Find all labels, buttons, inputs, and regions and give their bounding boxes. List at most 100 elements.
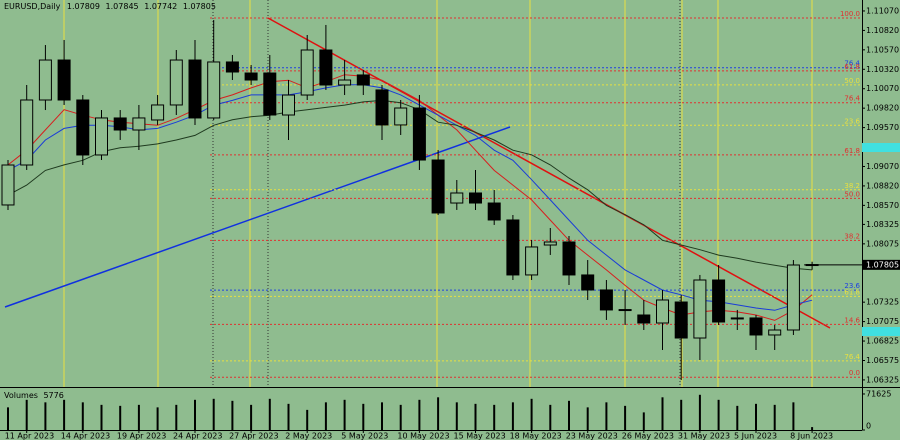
level-label: 14.6 bbox=[844, 316, 860, 324]
volume-tick-label: 0 bbox=[866, 422, 871, 431]
candle-body-up bbox=[693, 279, 707, 339]
trend-line bbox=[267, 17, 831, 329]
y-tick-label: 1.08325 bbox=[866, 220, 899, 229]
candle-body-down bbox=[356, 74, 370, 86]
level-label: 38.2 bbox=[844, 182, 860, 190]
x-tick-label: 11 Apr 2023 bbox=[5, 432, 54, 440]
candle-body-down bbox=[730, 317, 744, 320]
candle-body-down bbox=[113, 117, 127, 131]
candle-body-up bbox=[394, 107, 408, 126]
level-label: 61.8 bbox=[844, 288, 860, 296]
candle-body-down bbox=[712, 279, 726, 323]
x-tick-label: 10 May 2023 bbox=[397, 432, 449, 440]
x-tick-label: 26 May 2023 bbox=[622, 432, 674, 440]
header-low: 1.07742 bbox=[144, 2, 177, 11]
x-tick-label: 15 May 2023 bbox=[454, 432, 506, 440]
volume-last: 5776 bbox=[43, 391, 63, 400]
candle-body-up bbox=[338, 79, 352, 86]
x-tick-label: 31 May 2023 bbox=[678, 432, 730, 440]
x-tick-label: 2 May 2023 bbox=[285, 432, 332, 440]
x-tick-label: 24 Apr 2023 bbox=[173, 432, 222, 440]
y-tick-label: 1.09570 bbox=[866, 123, 899, 132]
candle-body-down bbox=[412, 107, 426, 161]
candle-body-down bbox=[469, 192, 482, 204]
level-label: 76.4 bbox=[844, 353, 860, 361]
y-tick-label: 1.10070 bbox=[866, 84, 899, 93]
axis-marker bbox=[862, 327, 900, 336]
x-tick-label: 8 Jun 2023 bbox=[790, 432, 833, 440]
candle-body-up bbox=[450, 192, 464, 204]
indicator-line bbox=[7, 99, 813, 271]
y-tick-label: 1.09820 bbox=[866, 104, 899, 113]
x-tick-label: 19 Apr 2023 bbox=[117, 432, 166, 440]
candle-body-up bbox=[151, 104, 165, 121]
candle-body-up bbox=[300, 49, 314, 96]
candle-body-up bbox=[169, 59, 183, 106]
candle-body-down bbox=[581, 274, 595, 291]
level-label: 50.0 bbox=[844, 190, 860, 198]
candle-body-down bbox=[599, 289, 613, 311]
candle-body-down bbox=[57, 59, 71, 101]
level-label: 50.0 bbox=[844, 77, 860, 85]
y-tick-label: 1.06575 bbox=[866, 356, 899, 365]
axis-marker bbox=[862, 143, 900, 152]
y-tick-label: 1.07325 bbox=[866, 298, 899, 307]
candle-body-down bbox=[263, 72, 277, 116]
candle-body-up bbox=[543, 241, 557, 246]
y-tick-label: 1.10570 bbox=[866, 45, 899, 54]
candle-body-down bbox=[506, 219, 520, 276]
y-tick-label: 1.09070 bbox=[866, 162, 899, 171]
header-open: 1.07809 bbox=[67, 2, 100, 11]
candle-body-down bbox=[319, 49, 333, 86]
candle-body-down bbox=[76, 99, 90, 156]
symbol: EURUSD,Daily bbox=[4, 2, 61, 11]
candle-body-down bbox=[637, 314, 651, 324]
layout bbox=[0, 0, 900, 431]
level-label: 23.6 bbox=[844, 117, 860, 125]
candle-body-down bbox=[487, 202, 501, 221]
x-tick-label: 27 Apr 2023 bbox=[229, 432, 278, 440]
y-tick-label: 1.07075 bbox=[866, 317, 899, 326]
volume-tick-label: 71625 bbox=[866, 389, 891, 398]
level-label: 38.2 bbox=[844, 232, 860, 240]
candle-body-up bbox=[282, 94, 295, 116]
y-tick-label: 1.08075 bbox=[866, 239, 899, 248]
vertical-lines bbox=[63, 0, 813, 387]
x-tick-label: 5 Jun 2023 bbox=[734, 432, 777, 440]
y-tick-label: 1.06825 bbox=[866, 337, 899, 346]
candle-body-up bbox=[786, 264, 800, 331]
x-tick-label: 5 May 2023 bbox=[341, 432, 388, 440]
x-tick-label: 14 Apr 2023 bbox=[61, 432, 110, 440]
x-tick-label: 18 May 2023 bbox=[510, 432, 562, 440]
candle-body-up bbox=[207, 61, 221, 119]
level-label: 23.6 bbox=[844, 282, 860, 290]
candle-body-up bbox=[525, 246, 539, 276]
candle-body-up bbox=[768, 329, 782, 336]
y-tick-label: 1.10820 bbox=[866, 26, 899, 35]
level-label: 0.0 bbox=[849, 369, 860, 377]
candle-body-up bbox=[1, 164, 15, 206]
chart-header: EURUSD,Daily 1.07809 1.07845 1.07742 1.0… bbox=[4, 2, 216, 11]
current-price-box bbox=[862, 259, 900, 270]
candle-body-up bbox=[656, 299, 669, 324]
y-tick-label: 1.08820 bbox=[866, 181, 899, 190]
level-label: 76.4 bbox=[844, 95, 860, 103]
candle-body-down bbox=[562, 241, 576, 276]
level-label: 100.0 bbox=[840, 10, 860, 18]
x-tick-label: 23 May 2023 bbox=[566, 432, 618, 440]
candle-body-down bbox=[225, 61, 239, 73]
header-high: 1.07845 bbox=[106, 2, 139, 11]
level-label: 76.4 bbox=[844, 60, 860, 68]
volume-label: Volumes bbox=[4, 391, 38, 400]
y-tick-label: 1.08570 bbox=[866, 201, 899, 210]
candle-body-down bbox=[749, 317, 763, 336]
y-tick-label: 1.10320 bbox=[866, 65, 899, 74]
level-label: 61.8 bbox=[844, 63, 860, 71]
candle-body-down bbox=[244, 72, 258, 81]
candle-body-up bbox=[95, 117, 108, 156]
level-label: 61.8 bbox=[844, 147, 860, 155]
candle-body-down bbox=[431, 159, 445, 214]
candle-body-down bbox=[375, 89, 389, 126]
